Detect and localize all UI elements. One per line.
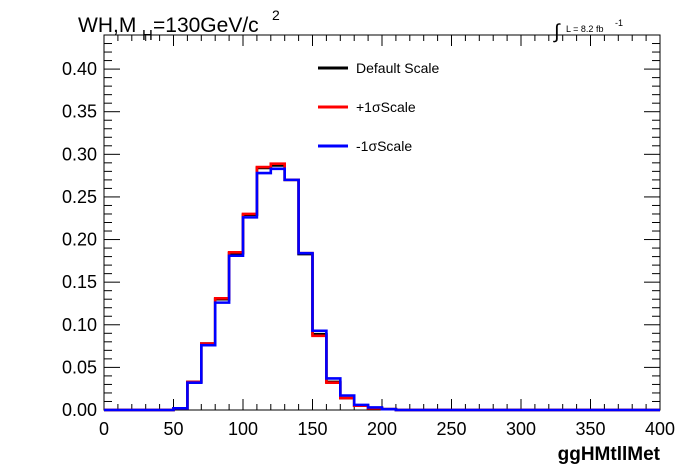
- chart-title-superscript: 2: [272, 7, 280, 23]
- integral-sign: ∫: [553, 21, 561, 43]
- y-tick-label: 0.30: [62, 144, 97, 164]
- plot-frame: [103, 34, 661, 411]
- axes: 0 50 100 150 200 250 300 350 400 0.00 0.05 0.10 0.15…: [62, 35, 675, 439]
- luminosity-superscript: -1: [615, 18, 623, 28]
- x-tick-label: 150: [297, 419, 327, 439]
- x-tick-label: 0: [99, 419, 109, 439]
- legend-label: Default Scale: [356, 60, 439, 76]
- series-group: [104, 162, 660, 412]
- y-tick-label: 0.10: [62, 315, 97, 335]
- legend: Default Scale +1σScale -1σScale: [318, 60, 439, 154]
- series-line-0: [104, 164, 660, 412]
- x-tick-label: 300: [506, 419, 536, 439]
- y-tick-label: 0.35: [62, 102, 97, 122]
- x-tick-label: 100: [228, 419, 258, 439]
- x-axis-label: ggHMtllMet: [558, 444, 661, 465]
- y-tick-label: 0.20: [62, 230, 97, 250]
- y-tick-label: 0.15: [62, 272, 97, 292]
- chart-title-main: WH,M: [78, 14, 136, 37]
- x-tick-label: 200: [367, 419, 397, 439]
- y-tick-label: 0.00: [62, 400, 97, 420]
- x-tick-label: 250: [436, 419, 466, 439]
- x-tick-label: 400: [645, 419, 675, 439]
- y-tick-label: 0.05: [62, 357, 97, 377]
- y-tick-label: 0.25: [62, 187, 97, 207]
- series-line-2: [104, 167, 660, 412]
- luminosity-label: L = 8.2 fb: [566, 24, 603, 34]
- y-tick-label: 0.40: [62, 59, 97, 79]
- legend-label: -1σScale: [356, 138, 412, 154]
- chart-title-rest: =130GeV/c: [153, 14, 259, 37]
- x-tick-label: 350: [575, 419, 605, 439]
- x-tick-label: 50: [163, 419, 183, 439]
- series-line-1: [104, 162, 660, 412]
- legend-label: +1σScale: [356, 99, 416, 115]
